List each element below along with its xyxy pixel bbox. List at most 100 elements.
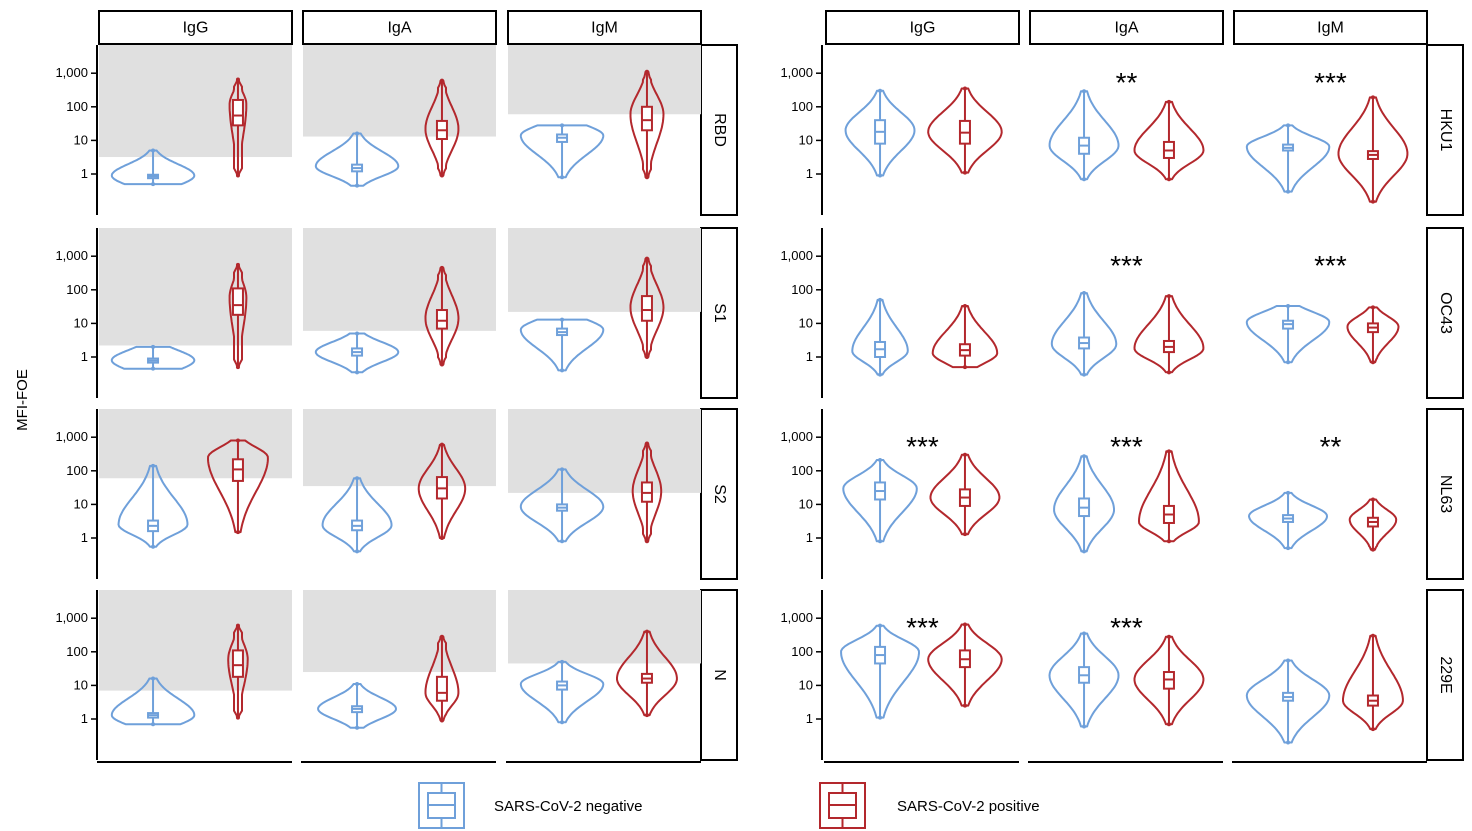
outlier-lo-neg [560, 368, 565, 373]
cell-nl63-igm: ** [1248, 431, 1398, 552]
strip-header-igm: IgM [591, 20, 618, 37]
cell-s1-igm [508, 228, 701, 373]
cell-s1-igg [99, 228, 292, 371]
row-strip-box [700, 44, 738, 216]
y-tick-label: 1 [81, 166, 88, 181]
outlier-hi-pos [1370, 305, 1375, 310]
outlier-lo-pos [644, 175, 649, 180]
outlier-lo-pos [962, 170, 967, 175]
y-tick-label: 10 [74, 132, 88, 147]
cell-s2-iga [303, 409, 496, 554]
outlier-lo-neg [560, 720, 565, 725]
legend-label-positive: SARS-CoV-2 positive [897, 798, 1040, 815]
cutoff-shade [508, 228, 701, 312]
y-tick-label: 100 [791, 282, 813, 297]
outlier-lo-pos [644, 539, 649, 544]
outlier-hi-neg [151, 676, 156, 681]
box-pos [640, 105, 653, 132]
y-tick-label: 100 [791, 463, 813, 478]
outlier-lo-pos [235, 173, 240, 178]
outlier-lo-pos [962, 365, 967, 370]
cell-s1-iga [303, 228, 496, 375]
significance-label: ** [1320, 431, 1342, 462]
y-tick-label: 100 [66, 463, 88, 478]
outlier-hi-pos [1370, 633, 1375, 638]
y-tick-label: 100 [66, 644, 88, 659]
outlier-hi-pos [1166, 449, 1171, 454]
outlier-lo-pos [644, 355, 649, 359]
cutoff-shade [99, 228, 292, 346]
cell-oc43-iga: *** [1050, 250, 1205, 377]
outlier-lo-neg [355, 370, 360, 375]
y-tick-label: 1,000 [55, 610, 88, 625]
panel-group-1: IgG IgA IgM RBD S1 S2 N 1 10 100 1,000 1 10 100 1,000 1… [55, 10, 738, 763]
row-strip-hku1: HKU1 [1437, 109, 1454, 152]
cell-229e-igm [1245, 633, 1404, 745]
outlier-hi-neg [151, 344, 156, 349]
facet-panels: IgG IgA IgM RBD S1 S2 N 1 10 100 1,000 1 10 100 1,000 1… [55, 10, 1464, 763]
y-tick-label: 1 [806, 349, 813, 364]
outlier-hi-pos [644, 629, 649, 634]
strip-header-box [1233, 10, 1428, 45]
outlier-lo-neg [1286, 189, 1291, 194]
outlier-hi-pos [1166, 99, 1171, 104]
outlier-hi-neg [1082, 631, 1087, 636]
y-axis-label: MFI-FOE [14, 369, 31, 431]
cell-n-igg [99, 590, 292, 727]
cutoff-shade [303, 590, 496, 673]
outlier-hi-neg [560, 123, 565, 128]
panel-group-2: IgG IgA IgM HKU1 OC43 NL63 229E 1 10 100 1,000 1 10 1… [780, 10, 1464, 763]
outlier-hi-neg [355, 131, 360, 136]
outlier-lo-neg [355, 183, 360, 188]
cell-hku1-iga: ** [1048, 67, 1205, 182]
outlier-hi-neg [355, 331, 360, 336]
row-strip-box [700, 227, 738, 399]
row-strip-229e: 229E [1437, 656, 1454, 693]
row-strip-box [1426, 44, 1464, 216]
outlier-hi-neg [151, 148, 156, 153]
cutoff-shade [303, 45, 496, 137]
outlier-hi-pos [235, 623, 240, 628]
legend-label-negative: SARS-CoV-2 negative [494, 798, 642, 815]
cutoff-shade [99, 590, 292, 691]
outlier-hi-pos [962, 86, 967, 91]
row-strip-s2: S2 [711, 484, 728, 504]
strip-header-igg: IgG [910, 20, 936, 37]
outlier-lo-neg [560, 539, 565, 544]
y-tick-label: 1,000 [55, 248, 88, 263]
outlier-lo-pos [962, 703, 967, 708]
cell-oc43-igg [851, 297, 999, 377]
cutoff-shade [99, 409, 292, 479]
outlier-lo-neg [151, 182, 156, 187]
y-tick-label: 1 [81, 711, 88, 726]
outlier-hi-neg [1286, 658, 1291, 663]
y-tick-label: 100 [791, 99, 813, 114]
outlier-hi-neg [1082, 89, 1087, 94]
legend: SARS-CoV-2 negative SARS-CoV-2 positive [418, 782, 1040, 829]
outlier-hi-pos [962, 622, 967, 627]
outlier-hi-neg [878, 88, 883, 93]
cell-nl63-iga: *** [1053, 431, 1200, 554]
row-strip-box [700, 408, 738, 580]
outlier-lo-pos [1370, 547, 1375, 552]
outlier-lo-neg [878, 372, 883, 377]
outlier-hi-pos [1166, 634, 1171, 639]
outlier-hi-neg [560, 467, 565, 472]
outlier-lo-neg [151, 366, 156, 371]
cell-nl63-igg: *** [842, 431, 1001, 544]
y-tick-label: 100 [66, 282, 88, 297]
outlier-hi-pos [644, 256, 649, 261]
y-tick-label: 10 [74, 677, 88, 692]
cell-n-igm [508, 590, 701, 725]
cell-s2-igm [508, 409, 701, 544]
outlier-lo-neg [355, 549, 360, 554]
outlier-lo-neg [1082, 177, 1087, 182]
outlier-lo-pos [1166, 722, 1171, 727]
y-tick-label: 1 [806, 166, 813, 181]
cutoff-shade [99, 45, 292, 158]
outlier-hi-pos [439, 634, 444, 639]
outlier-lo-neg [1082, 372, 1087, 377]
outlier-hi-neg [1286, 490, 1291, 495]
y-tick-label: 1,000 [55, 65, 88, 80]
